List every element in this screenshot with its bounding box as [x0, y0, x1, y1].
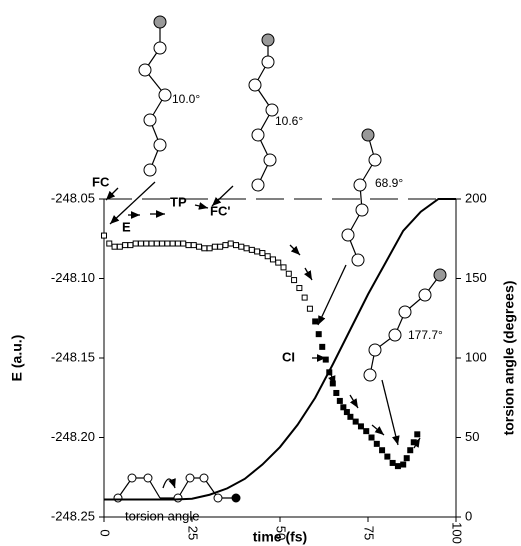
y-tick-label: -248.15: [51, 349, 95, 364]
data-point: [385, 454, 390, 459]
annotation: FC': [210, 203, 230, 218]
data-point: [281, 265, 286, 270]
annotation: torsion angle: [125, 508, 199, 523]
data-point: [330, 381, 335, 386]
data-point: [364, 429, 369, 434]
data-point: [276, 260, 281, 265]
data-point: [334, 390, 339, 395]
x-tick-label: 25: [186, 526, 201, 540]
data-point: [175, 241, 180, 246]
y-tick-label: -248.25: [51, 508, 95, 523]
data-point: [344, 410, 349, 415]
data-point: [228, 241, 233, 246]
x-tick-label: 75: [362, 526, 377, 540]
data-point: [323, 357, 328, 362]
data-point: [358, 424, 363, 429]
annotation: CI: [282, 349, 295, 364]
data-point: [286, 271, 291, 276]
data-point: [197, 244, 202, 249]
data-point: [408, 448, 413, 453]
data-point: [191, 243, 196, 248]
data-point: [112, 244, 117, 249]
annotation: 68.9°: [375, 176, 403, 190]
data-point: [181, 241, 186, 246]
annotation: E: [122, 219, 131, 234]
data-point: [249, 247, 254, 252]
data-point: [307, 306, 312, 311]
arrows: [106, 182, 420, 448]
data-point: [302, 295, 307, 300]
data-point: [374, 441, 379, 446]
data-point: [138, 241, 143, 246]
molecule-drawings: [114, 16, 446, 502]
data-point: [297, 286, 302, 291]
data-point: [265, 254, 270, 259]
data-point: [212, 244, 217, 249]
annotation: 10.0°: [172, 92, 200, 106]
data-point: [223, 243, 228, 248]
data-point: [128, 243, 133, 248]
annotation: FC: [92, 174, 110, 189]
data-point: [411, 440, 416, 445]
data-point: [154, 241, 159, 246]
data-point: [341, 405, 346, 410]
data-point: [369, 435, 374, 440]
y-tick-label: -248.10: [51, 270, 95, 285]
y-axis-label: E (a.u.): [9, 335, 25, 382]
data-point: [348, 414, 353, 419]
data-point: [404, 456, 409, 461]
data-point: [395, 464, 400, 469]
data-point: [117, 244, 122, 249]
data-point: [292, 278, 297, 283]
data-point: [202, 246, 207, 251]
x-tick-label: 100: [450, 522, 465, 544]
data-point: [337, 398, 342, 403]
data-point: [270, 257, 275, 262]
data-point: [255, 249, 260, 254]
data-point: [415, 432, 420, 437]
data-point: [234, 243, 239, 248]
data-point: [107, 241, 112, 246]
y2-tick-label: 150: [465, 270, 487, 285]
data-point: [401, 462, 406, 467]
data-point: [320, 344, 325, 349]
data-point: [123, 243, 128, 248]
data-point: [170, 241, 175, 246]
data-point: [149, 241, 154, 246]
y2-tick-label: 50: [465, 429, 479, 444]
annotation: 10.6°: [275, 114, 303, 128]
x-tick-label: 0: [98, 529, 113, 536]
data-point: [207, 246, 212, 251]
data-point: [390, 460, 395, 465]
data-point: [239, 244, 244, 249]
data-point: [102, 233, 107, 238]
data-point: [260, 251, 265, 256]
data-point: [133, 241, 138, 246]
chart: FC E TP FC' CI torsion angle 10.0° 10.6°…: [0, 0, 521, 546]
annotation: 177.7°: [408, 328, 443, 342]
y2-tick-label: 100: [465, 349, 487, 364]
y-tick-label: -248.05: [51, 190, 95, 205]
data-point: [380, 448, 385, 453]
data-point: [144, 241, 149, 246]
y-tick-label: -248.20: [51, 429, 95, 444]
data-point: [186, 243, 191, 248]
data-point: [244, 246, 249, 251]
annotation: TP: [170, 194, 187, 209]
data-point: [313, 319, 318, 324]
data-point: [316, 332, 321, 337]
y2-axis-label: torsion angle (degrees): [501, 281, 517, 436]
x-tick-label: 50: [274, 526, 289, 540]
data-point: [218, 244, 223, 249]
y2-tick-label: 200: [465, 190, 487, 205]
data-point: [353, 419, 358, 424]
y2-tick-label: 0: [465, 508, 472, 523]
data-point: [160, 241, 165, 246]
data-point: [165, 241, 170, 246]
